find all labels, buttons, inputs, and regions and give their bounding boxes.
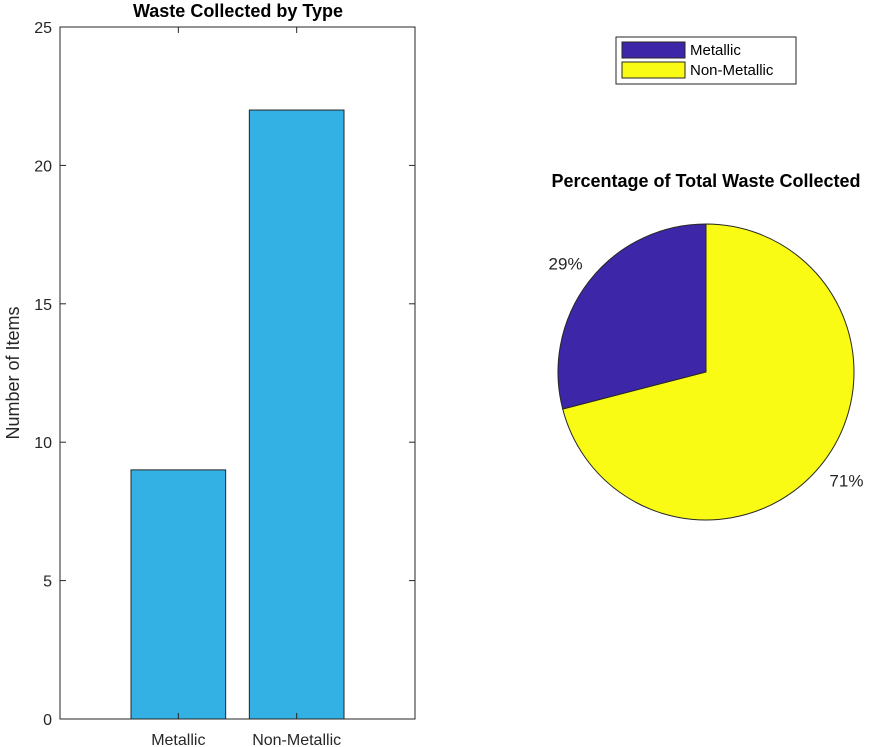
- pie-slices: [557, 223, 855, 521]
- y-tick-label: 10: [34, 435, 52, 452]
- legend-entry-label: Metallic: [690, 42, 741, 59]
- y-tick-label: 25: [34, 20, 52, 37]
- y-tick-label: 5: [43, 574, 52, 591]
- y-tick-label: 15: [34, 297, 52, 314]
- bar-chart-title: Waste Collected by Type: [133, 1, 343, 21]
- x-tick-label: Non-Metallic: [252, 732, 341, 747]
- bar-chart: Waste Collected by Type 0 5 10 15 20 25 Metal…: [3, 1, 416, 747]
- pie-slice-metallic: [557, 223, 707, 410]
- pie-percent-label: 29%: [549, 254, 583, 273]
- bar-x-ticks: Metallic Non-Metallic: [151, 27, 341, 747]
- bar-non-metallic: [248, 109, 345, 720]
- y-tick-label: 0: [43, 712, 52, 729]
- bar-axes-box: [59, 26, 416, 720]
- pie-slice-non-metallic: [562, 223, 855, 521]
- y-tick-label: 20: [34, 158, 52, 175]
- pie-chart-title: Percentage of Total Waste Collected: [551, 171, 860, 191]
- x-tick-label: Metallic: [151, 732, 205, 747]
- pie-chart: Metallic Non-Metallic Percentage of Total…: [549, 36, 864, 521]
- bar-metallic: [130, 469, 227, 720]
- legend-swatch: [621, 41, 686, 59]
- legend-entry-label: Non-Metallic: [690, 62, 774, 79]
- bar-y-axis-label: Number of Items: [3, 306, 23, 439]
- legend-swatch: [621, 61, 686, 79]
- pie-percent-label: 71%: [829, 472, 863, 491]
- bar-marks: [130, 109, 345, 720]
- bar-y-ticks: 0 5 10 15 20 25: [34, 20, 415, 729]
- pie-legend: Metallic Non-Metallic: [615, 36, 797, 85]
- pie-labels: 29% 71%: [549, 254, 864, 490]
